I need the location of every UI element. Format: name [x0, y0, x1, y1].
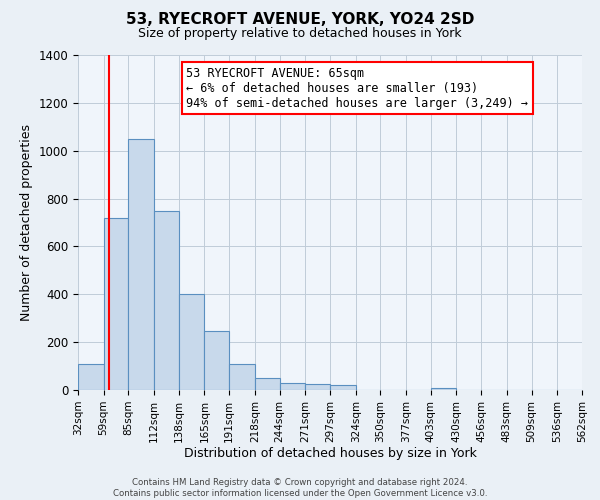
- Text: Size of property relative to detached houses in York: Size of property relative to detached ho…: [138, 28, 462, 40]
- Text: Contains HM Land Registry data © Crown copyright and database right 2024.
Contai: Contains HM Land Registry data © Crown c…: [113, 478, 487, 498]
- X-axis label: Distribution of detached houses by size in York: Distribution of detached houses by size …: [184, 448, 476, 460]
- Bar: [104, 218, 128, 390]
- Bar: [305, 384, 330, 390]
- Bar: [179, 294, 205, 390]
- Bar: [154, 210, 179, 390]
- Bar: [78, 364, 104, 390]
- Bar: [229, 364, 255, 390]
- Bar: [255, 378, 280, 390]
- Text: 53, RYECROFT AVENUE, YORK, YO24 2SD: 53, RYECROFT AVENUE, YORK, YO24 2SD: [126, 12, 474, 28]
- Bar: [330, 385, 356, 390]
- Bar: [431, 388, 457, 390]
- Bar: [205, 332, 229, 390]
- Y-axis label: Number of detached properties: Number of detached properties: [20, 124, 33, 321]
- Bar: [280, 383, 305, 390]
- Text: 53 RYECROFT AVENUE: 65sqm
← 6% of detached houses are smaller (193)
94% of semi-: 53 RYECROFT AVENUE: 65sqm ← 6% of detach…: [187, 66, 529, 110]
- Bar: [128, 138, 154, 390]
